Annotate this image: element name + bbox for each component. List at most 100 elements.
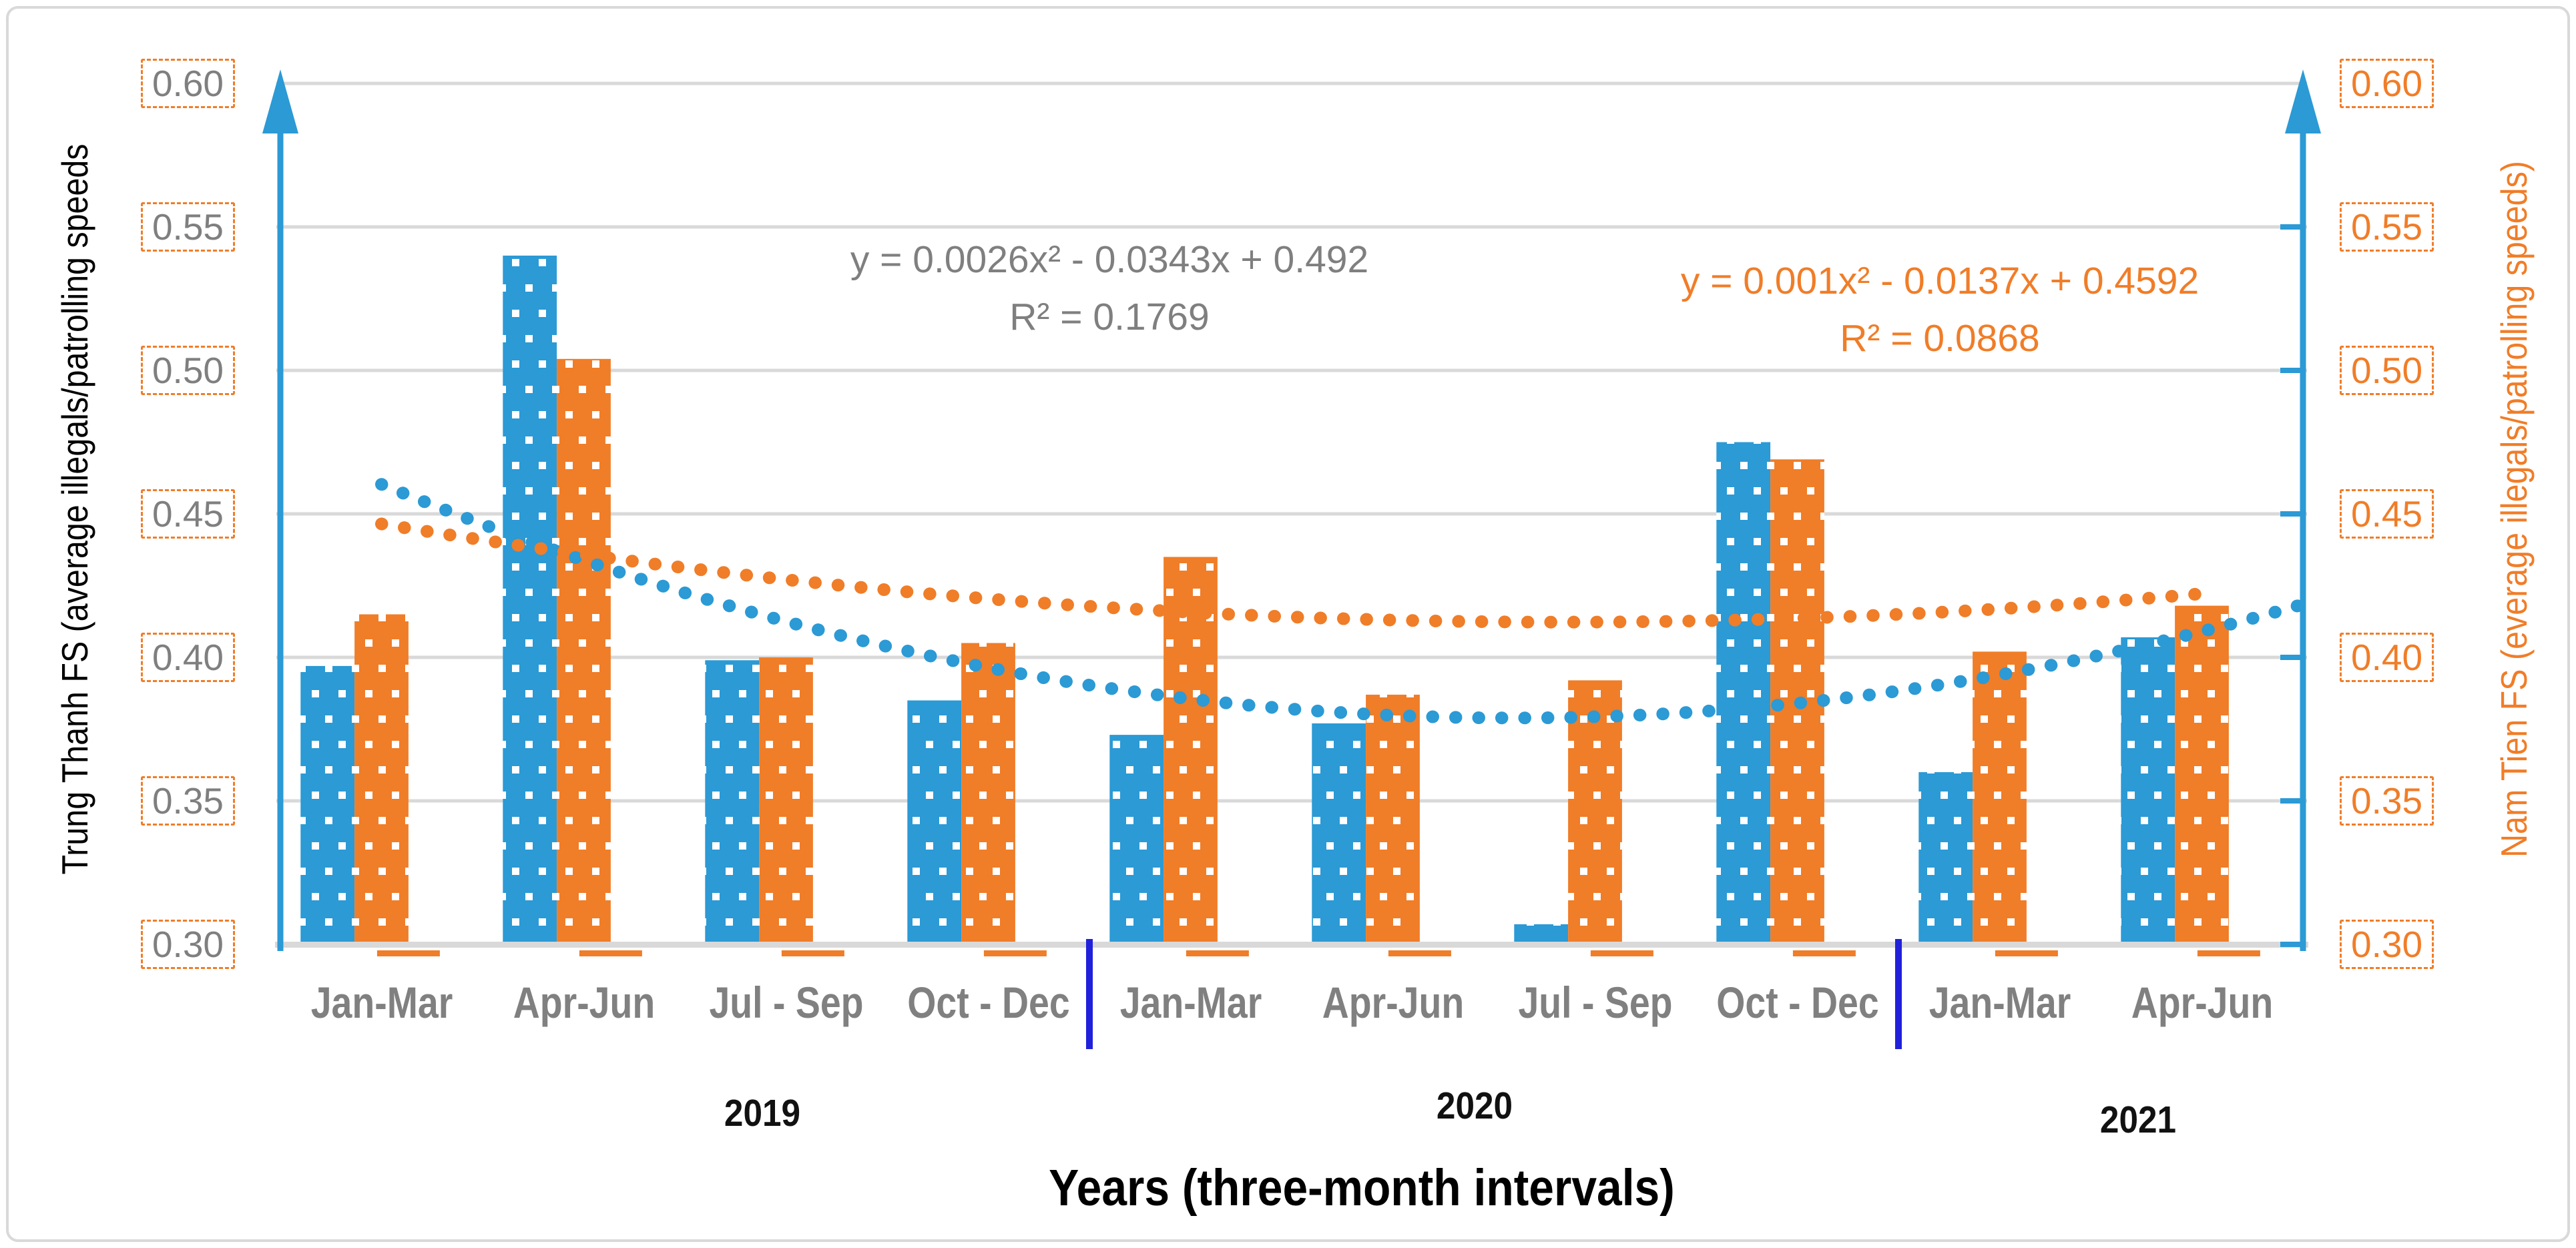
- equation-text: y = 0.0026x² - 0.0343x + 0.492: [850, 238, 1369, 281]
- category-label: Apr-Jun: [513, 978, 655, 1027]
- gridline: [276, 799, 2307, 803]
- category-label: Jan-Mar: [1928, 978, 2071, 1027]
- right-axis-tick-label: 0.55: [2340, 195, 2500, 259]
- trendline-equation-nam-tien: y = 0.001x² - 0.0137x + 0.4592 R² = 0.08…: [1681, 252, 2199, 367]
- bar-nam-tien: [1568, 680, 1622, 942]
- tick-value: 0.45: [2340, 489, 2434, 539]
- tick-value: 0.30: [2340, 920, 2434, 969]
- left-axis-tick-label: 0.50: [95, 338, 235, 402]
- left-axis-tick-label: 0.30: [95, 912, 235, 976]
- category-label: Oct - Dec: [1716, 978, 1879, 1027]
- tick-value: 0.55: [2340, 202, 2434, 252]
- category-label: Jan-Mar: [1119, 978, 1262, 1027]
- bar-nam-tien: [2175, 605, 2229, 942]
- right-axis-tick: [2280, 942, 2306, 947]
- axis-baseline: [275, 942, 2308, 948]
- year-label: 2020: [1436, 1084, 1513, 1127]
- bar-trung-thanh: [503, 256, 557, 942]
- left-axis-tick-label: 0.40: [95, 625, 235, 689]
- bar-trung-thanh: [1514, 924, 1569, 942]
- bar-trung-thanh: [1109, 735, 1164, 942]
- right-axis-tick-label: 0.40: [2340, 625, 2500, 689]
- right-axis-tick-label: 0.50: [2340, 338, 2500, 402]
- gridline: [276, 81, 2307, 85]
- left-axis-title: Trung Thanh FS (average illegals/patroll…: [54, 143, 95, 875]
- bar-nam-tien: [354, 614, 409, 942]
- bar-trung-thanh: [705, 660, 760, 942]
- bar-trung-thanh: [1918, 772, 1973, 942]
- baseline-dash-marker: [781, 950, 844, 956]
- baseline-dash-marker: [1792, 950, 1856, 956]
- right-value-axis: [2300, 113, 2306, 951]
- category-label: Apr-Jun: [1322, 978, 1464, 1027]
- r-squared-text: R² = 0.0868: [1840, 317, 2040, 360]
- tick-value: 0.60: [2340, 59, 2434, 108]
- bar-trung-thanh: [300, 665, 355, 942]
- right-axis-tick-label: 0.35: [2340, 769, 2500, 833]
- baseline-dash-marker: [1186, 950, 1249, 956]
- tick-value: 0.30: [140, 920, 235, 969]
- right-axis-tick: [2280, 224, 2306, 230]
- trendline-nam-tien: [375, 517, 2208, 629]
- right-value-axis-arrowhead: [2285, 69, 2321, 133]
- right-axis-tick-label: 0.30: [2340, 912, 2500, 976]
- left-axis-tick-label: 0.55: [95, 195, 235, 259]
- right-axis-tick-label: 0.45: [2340, 482, 2500, 546]
- trendline-trung-thanh: [375, 478, 2310, 725]
- year-separator-line: [1086, 939, 1093, 1049]
- category-label: Jul - Sep: [1517, 978, 1673, 1027]
- left-value-axis: [277, 113, 284, 951]
- tick-value: 0.60: [140, 59, 235, 108]
- bar-nam-tien: [759, 657, 813, 942]
- year-label: 2019: [724, 1092, 801, 1135]
- year-label: 2021: [2099, 1099, 2177, 1141]
- gridline: [276, 512, 2307, 516]
- trendline-equation-trung-thanh: y = 0.0026x² - 0.0343x + 0.492 R² = 0.17…: [850, 231, 1368, 346]
- bar-nam-tien: [1164, 557, 1218, 942]
- tick-value: 0.40: [2340, 633, 2434, 682]
- right-axis-tick: [2280, 368, 2306, 373]
- bar-trung-thanh: [907, 700, 962, 942]
- tick-value: 0.55: [140, 202, 235, 252]
- baseline-dash-marker: [579, 950, 642, 956]
- r-squared-text: R² = 0.1769: [1009, 296, 1210, 338]
- right-axis-tick-label: 0.60: [2340, 51, 2500, 115]
- left-axis-tick-label: 0.45: [95, 482, 235, 546]
- category-label: Jul - Sep: [708, 978, 864, 1027]
- bar-trung-thanh: [1312, 723, 1366, 942]
- bar-nam-tien: [1366, 694, 1420, 942]
- tick-value: 0.35: [140, 776, 235, 826]
- year-separator-line: [1895, 939, 1902, 1049]
- bar-nam-tien: [557, 358, 611, 942]
- category-label: Apr-Jun: [2131, 978, 2273, 1027]
- gridline: [276, 655, 2307, 659]
- x-axis-title: Years (three-month intervals): [1049, 1159, 1675, 1217]
- baseline-dash-marker: [2197, 950, 2260, 956]
- category-label: Jan-Mar: [310, 978, 453, 1027]
- right-axis-tick: [2280, 511, 2306, 517]
- bar-trung-thanh: [2121, 637, 2175, 942]
- gridline: [276, 368, 2307, 372]
- baseline-dash-marker: [1388, 950, 1451, 956]
- baseline-dash-marker: [1995, 950, 2058, 956]
- bar-trung-thanh: [1716, 442, 1771, 942]
- category-label: Oct - Dec: [907, 978, 1070, 1027]
- baseline-dash-marker: [1590, 950, 1653, 956]
- right-axis-tick: [2280, 798, 2306, 804]
- tick-value: 0.35: [2340, 776, 2434, 826]
- baseline-dash-marker: [376, 950, 440, 956]
- left-value-axis-arrowhead: [262, 69, 298, 133]
- tick-value: 0.50: [140, 346, 235, 395]
- tick-value: 0.45: [140, 489, 235, 539]
- tick-value: 0.40: [140, 633, 235, 682]
- gridline: [276, 225, 2307, 229]
- tick-value: 0.50: [2340, 346, 2434, 395]
- baseline-dash-marker: [983, 950, 1047, 956]
- right-axis-tick: [2280, 655, 2306, 660]
- bar-nam-tien: [961, 643, 1015, 942]
- equation-text: y = 0.001x² - 0.0137x + 0.4592: [1680, 260, 2200, 302]
- left-axis-tick-label: 0.35: [95, 769, 235, 833]
- bar-nam-tien: [1973, 651, 2027, 942]
